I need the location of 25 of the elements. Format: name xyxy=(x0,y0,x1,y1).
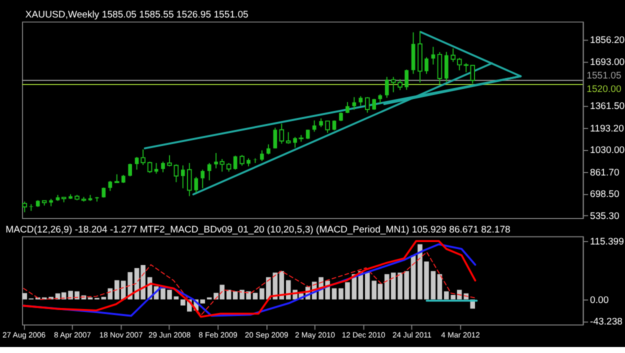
x-tick-label: 29 Jun 2008 xyxy=(148,330,191,340)
y-tick-label: 1361.50 xyxy=(590,100,625,112)
y-tick-label: 115.399 xyxy=(590,236,624,248)
y-tick-label: 1030.00 xyxy=(590,145,625,156)
x-tick-label: 8 Feb 2009 xyxy=(198,330,238,340)
y-tick-label: 698.50 xyxy=(590,189,620,200)
y-tick-label: 1693.00 xyxy=(590,56,625,68)
ref-line-label: 1520.00 xyxy=(586,84,622,96)
y-tick-label: 0.00 xyxy=(590,294,609,306)
x-tick-label: 27 Aug 2006 xyxy=(2,330,46,340)
ref-line-label: 1551.05 xyxy=(586,70,622,82)
y-tick-label: 1856.20 xyxy=(590,35,625,46)
x-tick-label: 8 Apr 2007 xyxy=(54,330,92,340)
y-tick-label: 535.30 xyxy=(590,210,620,222)
x-tick-label: 12 Dec 2010 xyxy=(342,330,386,340)
x-tick-label: 4 Mar 2012 xyxy=(441,330,480,340)
chart-title: XAUUSD,Weekly 1585.05 1585.55 1526.95 1551.05 xyxy=(25,10,248,21)
y-tick-label: 861.70 xyxy=(590,167,620,178)
y-tick-label: 1193.20 xyxy=(590,123,624,134)
x-tick-label: 20 Sep 2009 xyxy=(244,330,288,340)
x-tick-label: 18 Nov 2007 xyxy=(99,330,143,340)
chart-title: MACD(12,26,9) -18.204 -1.277 MTF2_MACD_BDv09_01_20 (10,20,5,3) (MACD_Period_MN1) 105.929 86.671 82.178 xyxy=(6,224,510,236)
x-tick-label: 24 Jul 2011 xyxy=(392,330,432,340)
x-tick-label: 2 May 2010 xyxy=(295,330,336,340)
y-tick-label: -43.238 xyxy=(590,316,623,328)
